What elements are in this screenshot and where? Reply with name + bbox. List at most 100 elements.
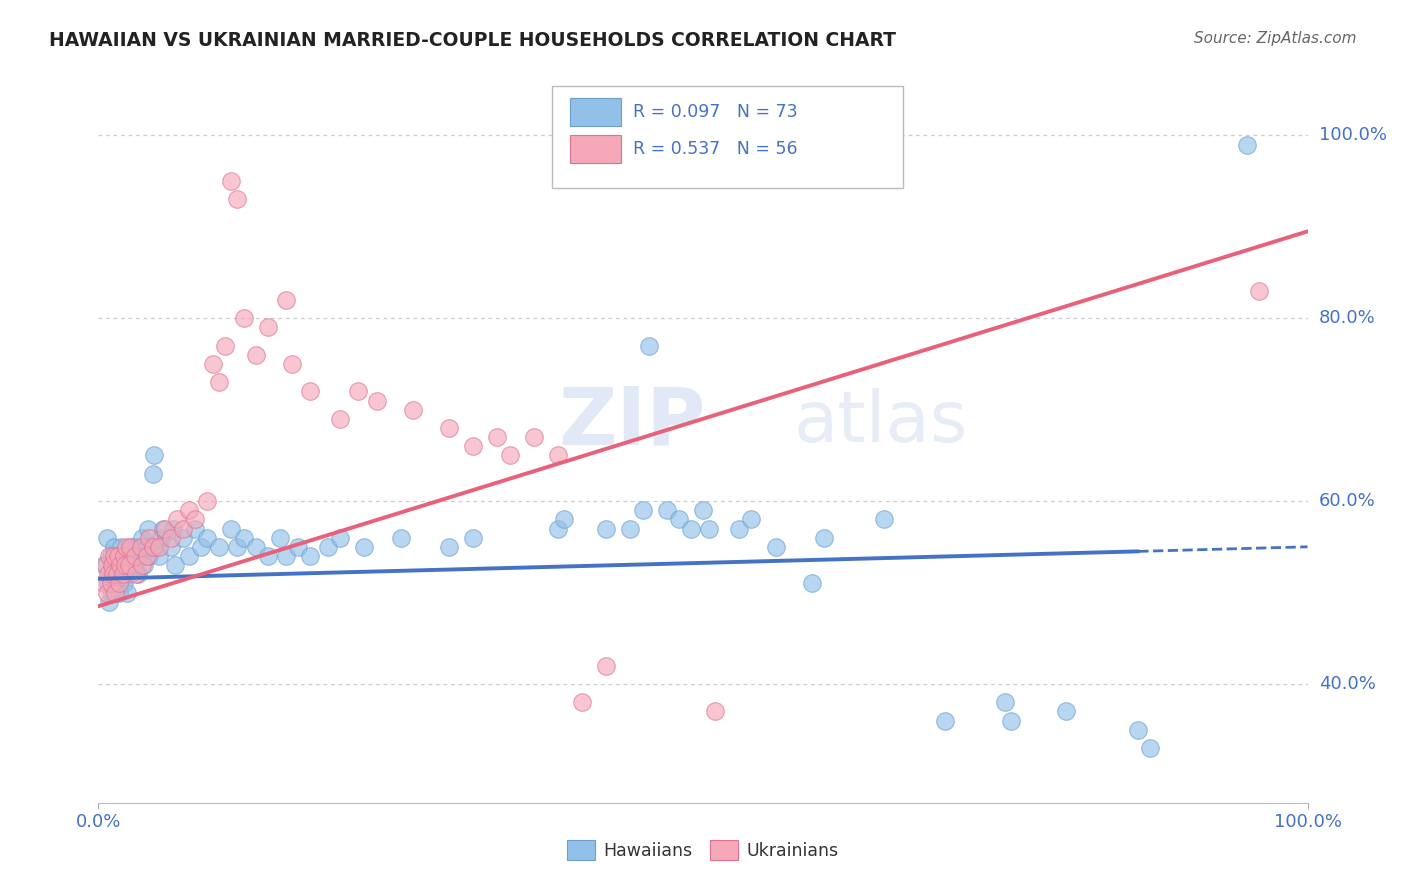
Point [1054, 705, 1077, 719]
Text: 60.0%: 60.0% [1319, 492, 1375, 510]
Text: R = 0.097   N = 73: R = 0.097 N = 73 [633, 103, 797, 121]
Point [145, 540, 167, 554]
Point [221, 174, 243, 188]
Point [463, 531, 485, 545]
Point [463, 439, 485, 453]
Point [287, 540, 309, 554]
Point [697, 522, 720, 536]
Text: 40.0%: 40.0% [1319, 675, 1375, 693]
Point [329, 531, 352, 545]
Point [873, 512, 896, 526]
Point [195, 531, 218, 545]
Point [232, 311, 254, 326]
Point [547, 448, 569, 462]
Point [184, 522, 207, 536]
Point [353, 540, 375, 554]
Point [138, 531, 160, 545]
Legend: Hawaiians, Ukrainians: Hawaiians, Ukrainians [561, 833, 845, 867]
Point [184, 512, 207, 526]
Point [668, 512, 690, 526]
Point [117, 585, 139, 599]
Text: 80.0%: 80.0% [1319, 310, 1375, 327]
Point [214, 338, 236, 352]
Point [571, 695, 593, 709]
Point [299, 384, 322, 399]
Point [813, 531, 835, 545]
Point [125, 540, 148, 554]
Point [389, 531, 412, 545]
Point [101, 558, 124, 573]
Point [245, 540, 267, 554]
Point [121, 540, 143, 554]
Point [221, 522, 243, 536]
Point [728, 522, 751, 536]
Point [136, 522, 159, 536]
Point [108, 585, 131, 599]
Point [108, 558, 131, 573]
Point [129, 549, 152, 563]
Point [110, 540, 132, 554]
Point [93, 576, 115, 591]
Point [692, 503, 714, 517]
Point [245, 348, 267, 362]
Point [100, 585, 122, 599]
Text: atlas: atlas [793, 388, 969, 457]
FancyBboxPatch shape [569, 98, 621, 127]
Point [111, 567, 134, 582]
Point [163, 558, 186, 573]
Point [994, 695, 1017, 709]
Point [100, 549, 122, 563]
Point [96, 585, 118, 599]
Point [127, 567, 149, 582]
Point [97, 576, 120, 591]
Point [138, 549, 160, 563]
Point [195, 494, 218, 508]
Point [269, 531, 291, 545]
Point [1000, 714, 1022, 728]
Point [226, 540, 249, 554]
Point [124, 549, 146, 563]
Point [105, 567, 128, 582]
Point [1236, 137, 1258, 152]
Point [595, 522, 617, 536]
Point [108, 558, 131, 573]
Point [98, 549, 121, 563]
Point [437, 421, 460, 435]
Point [172, 522, 194, 536]
Point [232, 531, 254, 545]
Point [135, 549, 157, 563]
Point [637, 338, 659, 352]
Point [124, 558, 146, 573]
Point [94, 558, 117, 573]
Point [103, 540, 125, 554]
Point [118, 567, 141, 582]
Point [162, 522, 184, 536]
Point [97, 567, 120, 582]
Point [704, 705, 727, 719]
Point [127, 549, 149, 563]
Point [142, 467, 165, 481]
Point [160, 540, 183, 554]
Point [105, 567, 128, 582]
Point [142, 540, 165, 554]
Point [202, 357, 225, 371]
Point [437, 540, 460, 554]
Text: Source: ZipAtlas.com: Source: ZipAtlas.com [1194, 31, 1357, 46]
Point [281, 357, 304, 371]
Point [800, 576, 823, 591]
Point [108, 576, 131, 591]
Point [112, 576, 135, 591]
Point [107, 549, 129, 563]
Point [631, 503, 654, 517]
Point [190, 540, 212, 554]
Point [1128, 723, 1150, 737]
Text: ZIP: ZIP [558, 384, 706, 461]
Point [179, 503, 201, 517]
Point [498, 448, 520, 462]
Point [152, 522, 174, 536]
Point [100, 576, 122, 591]
Point [299, 549, 322, 563]
Point [114, 558, 136, 573]
Point [93, 558, 115, 573]
Point [101, 567, 124, 582]
